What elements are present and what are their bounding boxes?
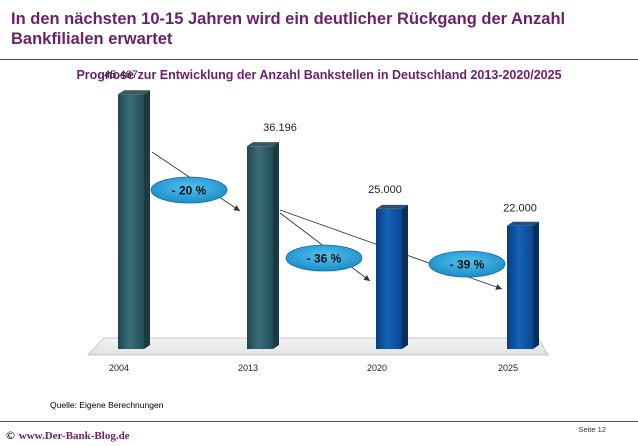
bar-side-2020 [402,204,408,349]
title-divider [0,59,638,60]
bar-top-2025 [507,221,539,226]
footer-website: © www.Der-Bank-Blog.de [5,429,130,442]
copyright-symbol: © [5,429,16,442]
change-callout-label-2: - 39 % [450,258,485,272]
category-label-2013: 2013 [238,363,258,373]
source-note: Quelle: Eigene Berechnungen [50,400,164,410]
arrow-2013-2025-head [495,284,502,290]
website-link[interactable]: www.Der-Bank-Blog.de [18,430,130,442]
category-label-2004: 2004 [109,363,129,373]
bar-top-2013 [247,142,279,147]
bar-side-2013 [273,142,279,349]
bar-2025 [507,225,533,349]
value-label-2025: 22.000 [503,203,537,215]
arrow-2004-2013-head [233,205,240,211]
change-callout-1 [285,244,363,272]
bar-side-2004 [144,90,150,350]
change-callout-label-1: - 36 % [307,252,342,266]
bar-2004 [118,94,144,350]
change-callout-0 [150,176,228,204]
bar-side-2025 [533,221,539,349]
category-label-2025: 2025 [498,363,518,373]
value-label-2020: 25.000 [368,184,402,196]
bar-top-2004 [118,90,150,95]
chart-floor [87,337,549,356]
value-label-2004: 45.467 [104,69,138,81]
bar-2020 [376,208,402,349]
bar-top-2020 [376,204,408,209]
page-title: In den nächsten 10-15 Jahren wird ein de… [11,10,566,48]
category-label-2020: 2020 [367,363,387,373]
page-number: Seite 12 [578,425,606,434]
footer-divider [0,421,638,422]
change-callout-2 [428,250,506,278]
value-label-2013: 36.196 [263,122,297,134]
chart-title: Prognose zur Entwicklung der Anzahl Bank… [76,68,562,82]
arrow-2013-2020-head [363,274,370,281]
bar-2013 [247,146,273,349]
change-callout-label-0: - 20 % [172,184,207,198]
